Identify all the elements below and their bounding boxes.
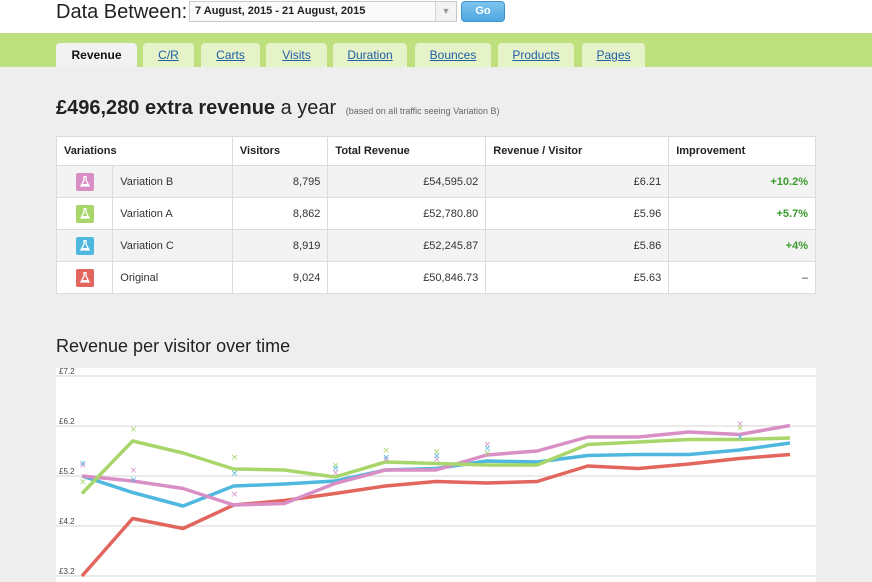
headline-note: (based on all traffic seeing Variation B… bbox=[345, 106, 500, 116]
tab-visits[interactable]: Visits bbox=[266, 43, 327, 67]
variation-visitors: 8,862 bbox=[231, 197, 329, 230]
tab-duration[interactable]: Duration bbox=[333, 43, 407, 67]
significance-marker: × bbox=[736, 424, 744, 434]
significance-marker: × bbox=[130, 425, 138, 435]
go-button[interactable]: Go bbox=[461, 1, 505, 22]
tab-products[interactable]: Products bbox=[498, 43, 574, 67]
significance-marker: × bbox=[79, 459, 87, 469]
variation-visitors: 8,919 bbox=[231, 229, 329, 262]
header-revenue-per-visitor: Revenue / Visitor bbox=[485, 136, 670, 166]
variation-rpv: £5.86 bbox=[485, 229, 670, 262]
significance-marker: × bbox=[231, 469, 239, 479]
variation-improvement: +4% bbox=[668, 229, 816, 262]
date-range-label: Data Between: bbox=[56, 1, 188, 23]
table-row[interactable]: Variation B 8,795 £54,595.02 £6.21 +10.2… bbox=[55, 165, 816, 198]
variation-name: Original bbox=[112, 261, 233, 294]
variation-swatch bbox=[75, 236, 94, 255]
headline-period: a year bbox=[280, 97, 337, 119]
y-tick-label: £4.2 bbox=[59, 517, 75, 526]
y-tick-label: £7.2 bbox=[59, 368, 75, 376]
flask-icon bbox=[79, 272, 90, 283]
significance-marker: × bbox=[79, 478, 87, 488]
significance-marker: × bbox=[231, 490, 239, 500]
flask-icon bbox=[79, 240, 90, 251]
chart-title: Revenue per visitor over time bbox=[56, 336, 291, 356]
variation-color-cell bbox=[55, 261, 114, 294]
variation-visitors: 9,024 bbox=[231, 261, 329, 294]
variation-name: Variation A bbox=[112, 197, 233, 230]
significance-marker: × bbox=[484, 444, 492, 454]
variation-improvement: +10.2% bbox=[668, 165, 816, 198]
header-total-revenue: Total Revenue bbox=[327, 136, 487, 166]
y-tick-label: £6.2 bbox=[59, 417, 75, 426]
variation-color-cell bbox=[55, 229, 114, 262]
significance-marker: × bbox=[433, 448, 441, 458]
significance-marker: × bbox=[382, 455, 390, 465]
variation-total-revenue: £54,595.02 bbox=[327, 165, 487, 198]
variation-name: Variation B bbox=[112, 165, 233, 198]
significance-marker: × bbox=[332, 464, 340, 474]
table-row[interactable]: Original 9,024 £50,846.73 £5.63 – bbox=[55, 261, 816, 294]
significance-marker: × bbox=[79, 461, 87, 471]
variation-total-revenue: £52,780.80 bbox=[327, 197, 487, 230]
date-range-select[interactable]: 7 August, 2015 - 21 August, 2015 ▼ bbox=[189, 1, 457, 22]
significance-marker: × bbox=[231, 453, 239, 463]
significance-marker: × bbox=[433, 455, 441, 465]
significance-marker: × bbox=[736, 433, 744, 443]
variation-visitors: 8,795 bbox=[231, 165, 329, 198]
variation-rpv: £5.96 bbox=[485, 197, 670, 230]
headline-amount: £496,280 extra revenue bbox=[56, 97, 276, 119]
flask-icon bbox=[79, 208, 90, 219]
flask-icon bbox=[79, 176, 90, 187]
significance-marker: × bbox=[130, 476, 138, 486]
variation-swatch bbox=[75, 172, 94, 191]
variation-total-revenue: £52,245.87 bbox=[327, 229, 487, 262]
variation-rpv: £5.63 bbox=[485, 261, 670, 294]
variation-improvement: – bbox=[668, 261, 816, 294]
significance-marker: × bbox=[332, 469, 340, 479]
tab-bounces[interactable]: Bounces bbox=[415, 43, 491, 67]
revenue-per-visitor-chart: £7.2£6.2£5.2£4.2£3.2××××××××× ×××××× ×××××… bbox=[56, 368, 816, 582]
tab-revenue[interactable]: Revenue bbox=[56, 43, 137, 67]
variation-color-cell bbox=[55, 197, 114, 230]
table-row[interactable]: Variation C 8,919 £52,245.87 £5.86 +4% bbox=[55, 229, 816, 262]
significance-marker: × bbox=[130, 466, 138, 476]
header-visitors: Visitors bbox=[231, 136, 329, 166]
series-line bbox=[80, 436, 791, 495]
significance-marker: × bbox=[382, 453, 390, 463]
header-improvement: Improvement bbox=[668, 136, 816, 166]
significance-marker: × bbox=[382, 446, 390, 456]
variation-rpv: £6.21 bbox=[485, 165, 670, 198]
series-line bbox=[81, 423, 791, 507]
top-bar: Data Between: 7 August, 2015 - 21 August… bbox=[0, 0, 872, 33]
date-range-value: 7 August, 2015 - 21 August, 2015 bbox=[195, 5, 366, 17]
significance-marker: × bbox=[332, 461, 340, 471]
triangle-down-icon[interactable]: ▼ bbox=[435, 2, 456, 21]
variation-improvement: +5.7% bbox=[668, 197, 816, 230]
significance-marker: × bbox=[484, 449, 492, 459]
tab-carts[interactable]: Carts bbox=[201, 43, 260, 67]
tab-pages[interactable]: Pages bbox=[582, 43, 645, 67]
significance-marker: × bbox=[484, 440, 492, 450]
variation-swatch bbox=[75, 268, 94, 287]
variations-table: Variations Visitors Total Revenue Revenu… bbox=[55, 136, 816, 294]
variation-name: Variation C bbox=[112, 229, 233, 262]
y-tick-label: £3.2 bbox=[59, 567, 75, 576]
series-line bbox=[80, 452, 791, 578]
significance-marker: × bbox=[736, 420, 744, 430]
variation-swatch bbox=[75, 204, 94, 223]
chart-background bbox=[56, 368, 816, 582]
revenue-headline: £496,280 extra revenue a year (based on … bbox=[56, 97, 500, 120]
significance-marker: × bbox=[433, 452, 441, 462]
variation-color-cell bbox=[55, 165, 114, 198]
table-header-row: Variations Visitors Total Revenue Revenu… bbox=[56, 136, 816, 166]
tab-bar: Revenue C/R Carts Visits Duration Bounce… bbox=[0, 33, 872, 67]
table-row[interactable]: Variation A 8,862 £52,780.80 £5.96 +5.7% bbox=[55, 197, 816, 230]
variation-total-revenue: £50,846.73 bbox=[327, 261, 487, 294]
tab-cr[interactable]: C/R bbox=[143, 43, 194, 67]
header-variations: Variations bbox=[56, 136, 233, 166]
y-tick-label: £5.2 bbox=[59, 467, 75, 476]
